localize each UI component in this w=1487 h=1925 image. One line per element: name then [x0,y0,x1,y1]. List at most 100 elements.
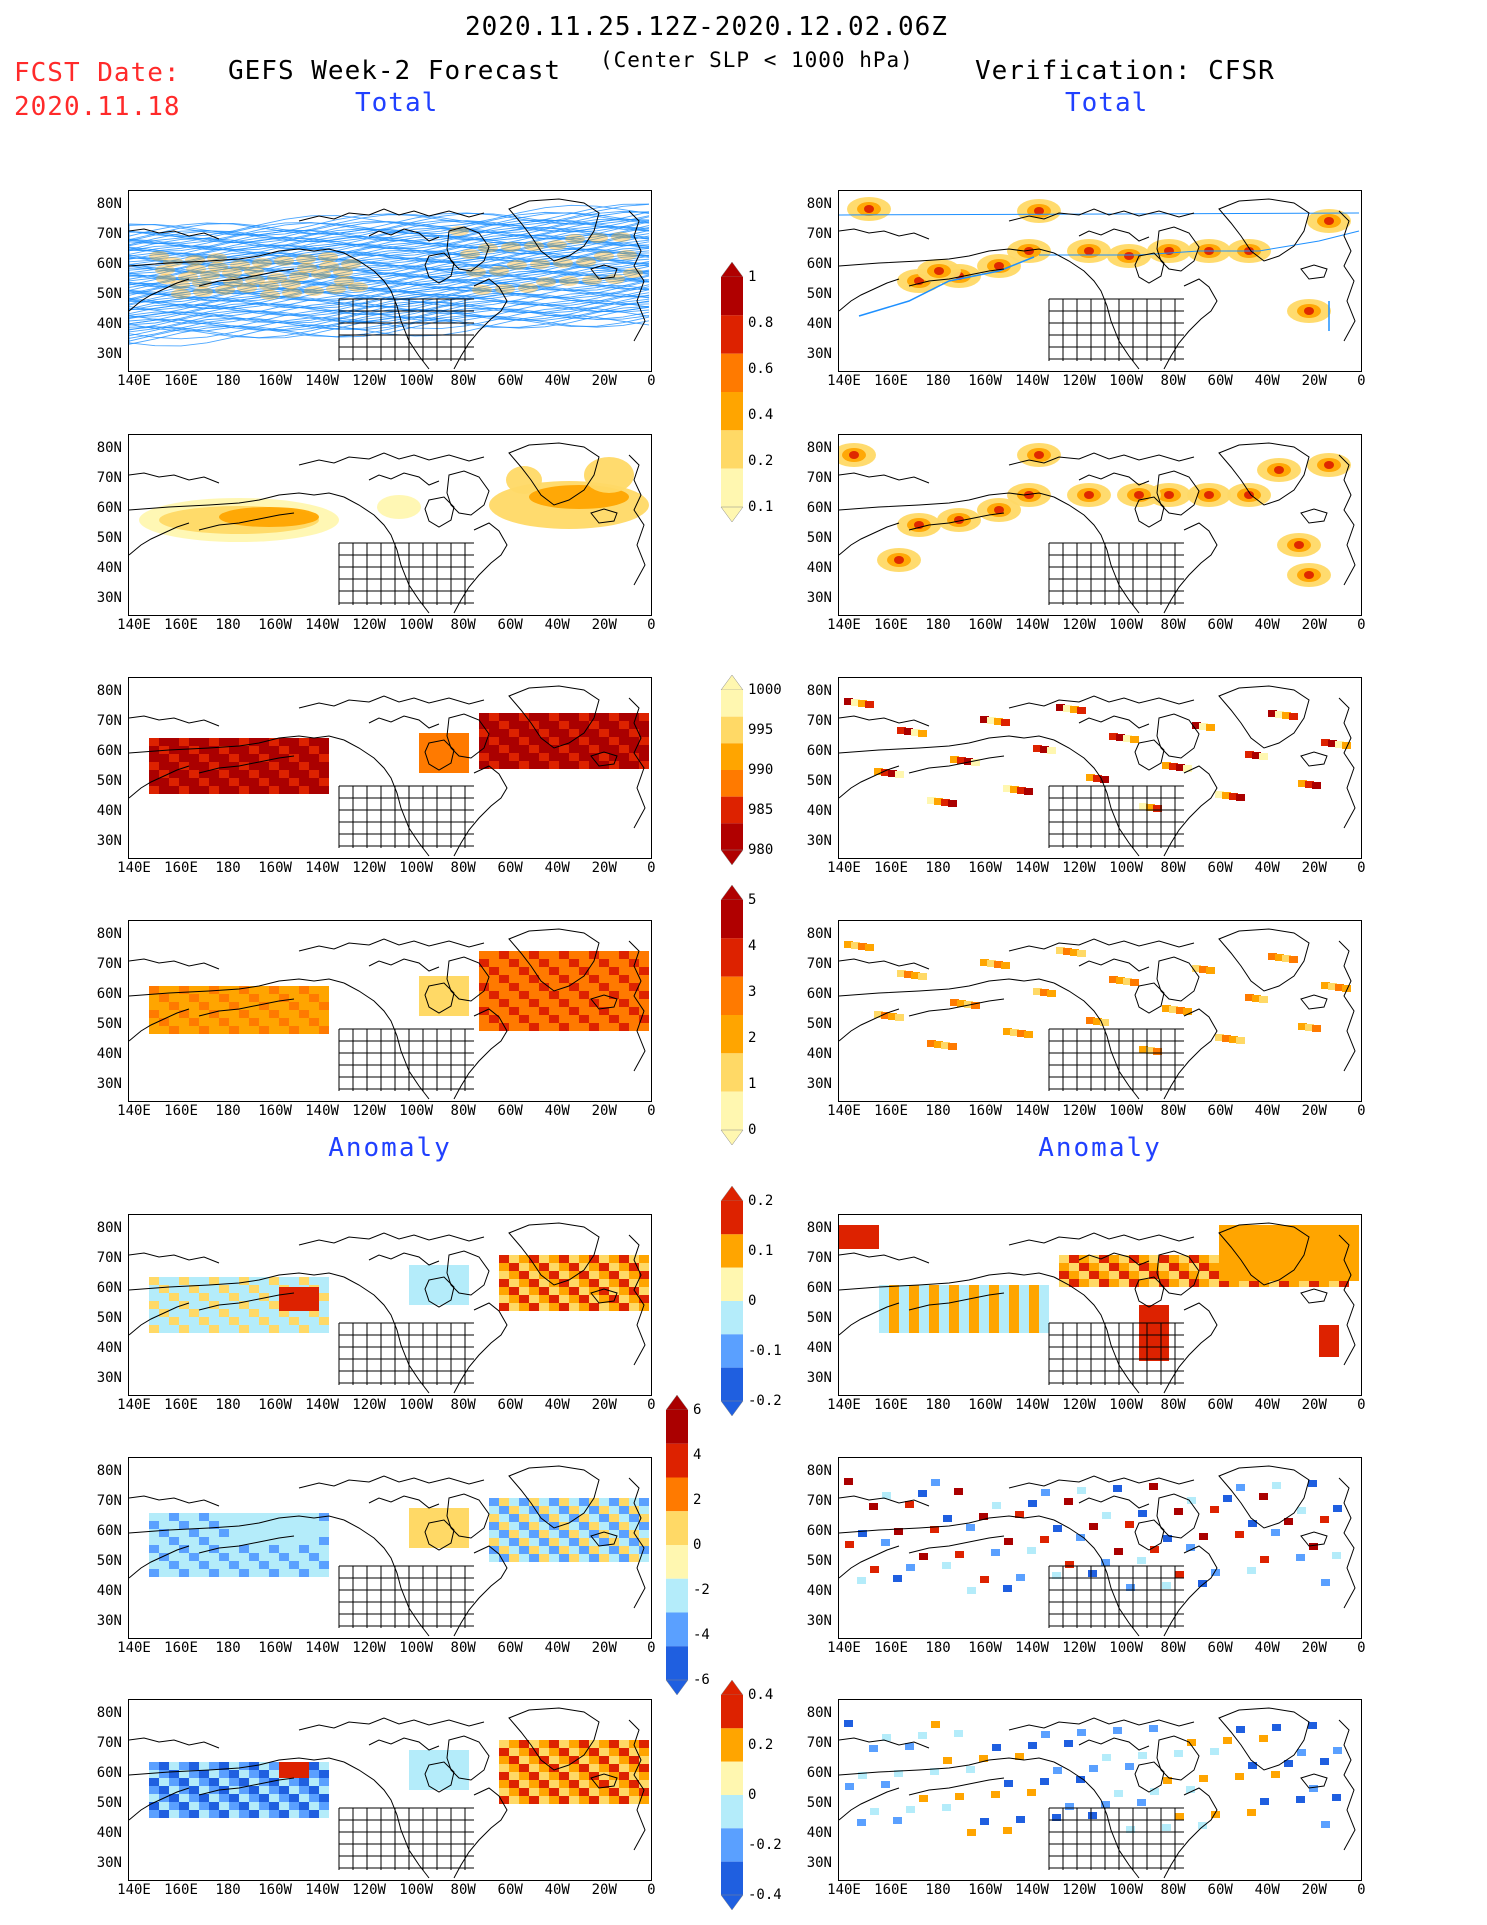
colorbar-duration-total-tick: 1 [748,1076,757,1092]
lon-label-180: 180 [925,1103,951,1119]
lat-label-40N: 40N [806,1825,832,1841]
colorbar-intensity-anomaly-svg [665,1394,689,1696]
lon-label-160E: 160E [874,1103,908,1119]
lon-label-120W: 120W [352,860,386,876]
lon-label-60W: 60W [497,617,523,633]
lat-label-40N: 40N [806,1046,832,1062]
lon-label-120W: 120W [352,373,386,389]
map-anomaly-duration-verification [838,1699,1362,1881]
lon-label-140W: 140W [1015,860,1049,876]
colorbar-density-total-tick: 1 [748,269,757,285]
lon-label-120W: 120W [1062,1882,1096,1898]
lat-label-30N: 30N [806,1076,832,1092]
lon-label-100W: 100W [1109,373,1144,389]
lon-label-180: 180 [925,1640,951,1656]
lon-label-100W: 100W [1109,617,1144,633]
lon-label-0: 0 [647,860,656,876]
lat-label-80N: 80N [806,926,832,942]
lon-label-120W: 120W [352,1882,386,1898]
lon-label-80W: 80W [1160,1640,1186,1656]
map-svg [129,1222,649,1394]
lat-label-70N: 70N [806,713,832,729]
criterion: (Center SLP < 1000 hPa) [600,48,914,72]
lon-label-120W: 120W [1062,860,1096,876]
colorbar-intensity-anomaly-tick: 0 [693,1537,702,1553]
lon-label-60W: 60W [1207,373,1233,389]
colorbar-density-anomaly-svg [720,1185,744,1417]
lat-label-30N: 30N [96,1613,122,1629]
lat-label-30N: 30N [96,590,122,606]
lat-label-60N: 60N [806,1280,832,1296]
lon-label-100W: 100W [1109,860,1144,876]
map-svg [839,1222,1359,1394]
lon-label-120W: 120W [352,1397,386,1413]
colorbar-density-anomaly: 0.2 0.1 0 -0.1 -0.2 [720,1185,802,1417]
colorbar-intensity-total: 1000 995 990 985 980 [720,674,802,866]
lat-label-60N: 60N [96,1523,122,1539]
lat-label-40N: 40N [96,1340,122,1356]
lon-label-180: 180 [215,617,241,633]
lon-label-100W: 100W [1109,1397,1144,1413]
lon-label-160E: 160E [874,1882,908,1898]
colorbar-intensity-anomaly-tick: 2 [693,1492,702,1508]
lon-label-140W: 140W [305,1397,339,1413]
lon-label-20W: 20W [1301,617,1327,633]
lon-label-0: 0 [647,1640,656,1656]
lon-label-160W: 160W [968,1640,1002,1656]
lon-label-140W: 140W [305,1640,339,1656]
colorbar-density-anomaly-tick: -0.2 [748,1393,782,1409]
lon-label-140E: 140E [117,1397,151,1413]
lat-label-70N: 70N [96,1493,122,1509]
lat-label-80N: 80N [96,440,122,456]
lon-label-80W: 80W [1160,373,1186,389]
lat-label-50N: 50N [806,1795,832,1811]
lon-label-0: 0 [647,373,656,389]
lat-label-70N: 70N [806,226,832,242]
lon-label-60W: 60W [1207,1882,1233,1898]
lon-label-20W: 20W [591,1640,617,1656]
lon-label-80W: 80W [450,373,476,389]
colorbar-duration-total-tick: 0 [748,1122,757,1138]
lon-label-180: 180 [925,860,951,876]
lon-label-100W: 100W [399,1882,434,1898]
lon-label-100W: 100W [1109,1882,1144,1898]
lat-label-80N: 80N [96,1705,122,1721]
lon-label-160W: 160W [258,1397,292,1413]
lat-label-80N: 80N [806,1463,832,1479]
lat-label-30N: 30N [806,346,832,362]
lon-label-120W: 120W [352,1640,386,1656]
colorbar-intensity-total-tick: 980 [748,842,774,858]
lon-label-140E: 140E [827,1397,861,1413]
lon-label-20W: 20W [1301,373,1327,389]
lat-label-80N: 80N [806,1705,832,1721]
colorbar-intensity-anomaly-tick: 4 [693,1447,702,1463]
map-svg [839,197,1360,370]
lon-label-180: 180 [925,1397,951,1413]
map-svg [839,928,1356,1100]
lat-label-40N: 40N [96,560,122,576]
lon-label-100W: 100W [399,1397,434,1413]
lon-label-80W: 80W [450,1640,476,1656]
lat-label-80N: 80N [806,440,832,456]
lat-label-40N: 40N [96,803,122,819]
colorbar-intensity-anomaly-tick: -4 [693,1627,710,1643]
lon-label-140E: 140E [827,860,861,876]
lon-label-160E: 160E [164,1640,198,1656]
lon-label-140W: 140W [305,617,339,633]
fcst-date-label: FCST Date: [14,58,181,88]
lon-label-160E: 160E [874,1640,908,1656]
lon-label-80W: 80W [450,860,476,876]
lat-label-50N: 50N [96,286,122,302]
lat-label-70N: 70N [806,1493,832,1509]
lon-label-140E: 140E [117,373,151,389]
lat-label-60N: 60N [96,1765,122,1781]
lon-label-60W: 60W [497,1397,523,1413]
right-column-title: Verification: CFSR [975,56,1275,86]
lat-label-60N: 60N [96,256,122,272]
colorbar-duration-anomaly-tick: 0.2 [748,1737,774,1753]
lon-label-160W: 160W [968,1397,1002,1413]
lon-label-120W: 120W [1062,1397,1096,1413]
lon-label-40W: 40W [544,617,570,633]
lat-label-80N: 80N [96,1220,122,1236]
lon-label-0: 0 [1357,617,1366,633]
